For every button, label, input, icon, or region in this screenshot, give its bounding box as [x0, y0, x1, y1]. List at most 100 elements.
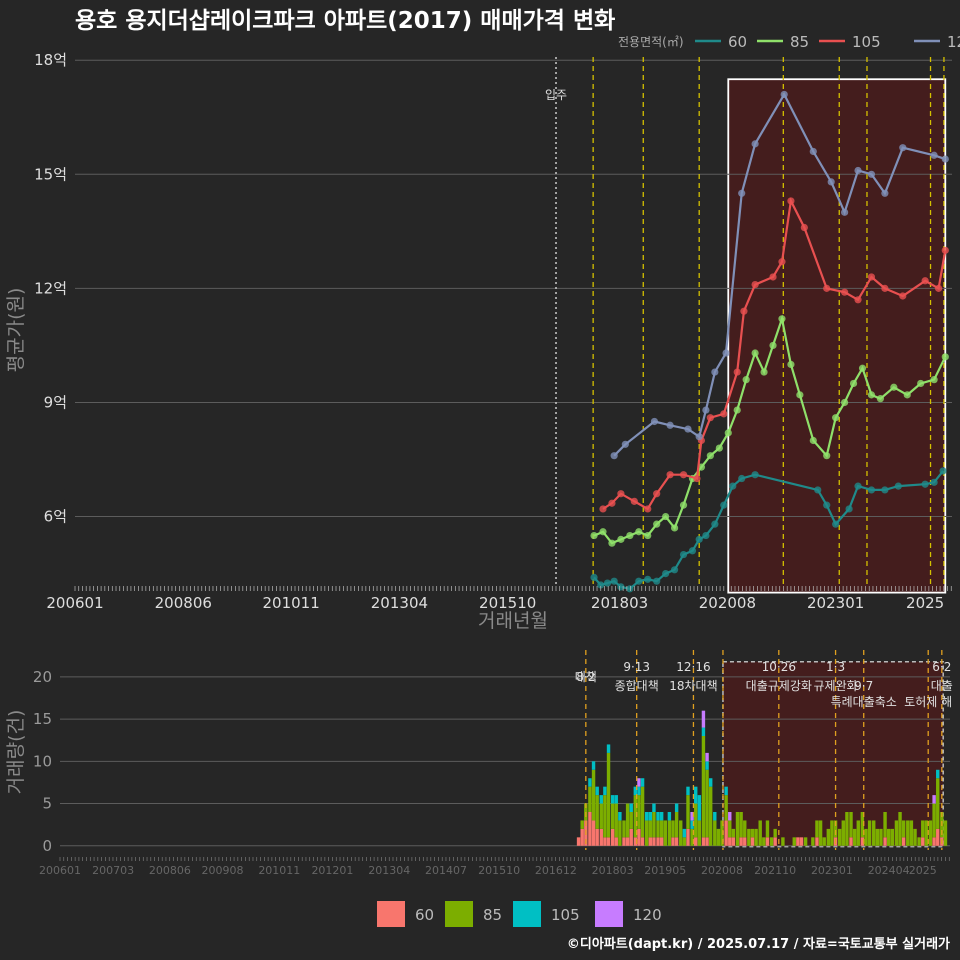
volume-bar-105 — [936, 769, 940, 779]
data-point-120 — [684, 425, 692, 433]
volume-bar-105 — [674, 803, 679, 812]
volume-bar-85 — [936, 778, 940, 829]
volume-bar-60 — [705, 837, 709, 846]
data-point-85 — [903, 391, 911, 399]
volume-bar-85 — [913, 828, 917, 846]
legend-bottom: 60 85 105 120 — [377, 901, 662, 927]
volume-bar-85 — [708, 786, 713, 846]
volume-bar-105 — [694, 786, 698, 804]
volume-bar-85 — [833, 820, 838, 838]
data-point-120 — [854, 166, 862, 175]
volume-bar-85 — [603, 795, 607, 838]
data-point-85 — [608, 539, 616, 547]
volume-bar-105 — [667, 812, 672, 821]
data-point-60 — [814, 486, 822, 494]
data-point-85 — [760, 368, 768, 376]
volume-bar-85 — [697, 820, 702, 846]
volume-bar-85 — [682, 837, 687, 846]
policy-date: 1·3 — [826, 660, 845, 674]
volume-bar-85 — [648, 820, 653, 838]
volume-bar-105 — [633, 786, 638, 796]
data-point-60 — [738, 474, 746, 483]
volume-bar-105 — [705, 761, 709, 770]
chart-title: 용호 용지더샵레이크파크 아파트(2017) 매매가격 변화 — [75, 8, 615, 34]
data-point-85 — [917, 379, 925, 388]
data-point-85 — [930, 376, 938, 384]
volume-bar-85 — [679, 820, 683, 846]
price-panel: 6억 9억 12억 15억 18억 입주 200601 200806 201011 20130… — [34, 51, 952, 612]
policy-date: 9·7 — [854, 679, 873, 693]
volume-bar-85 — [864, 828, 868, 846]
data-point-85 — [644, 531, 652, 540]
x-tick-label: 200601 — [46, 594, 103, 612]
volume-bar-60 — [614, 837, 618, 846]
legend-top: 전용면적(㎡) 60 85 105 120 — [618, 33, 960, 51]
volume-bar-85 — [883, 812, 887, 838]
data-point-85 — [787, 360, 795, 369]
x-tick-label: 2025 — [906, 594, 944, 612]
data-point-60 — [670, 566, 679, 574]
volume-bar-105 — [724, 786, 728, 796]
volume-bar-105 — [610, 795, 615, 804]
volume-x-tick-label: 200601 — [39, 864, 81, 877]
data-point-85 — [724, 429, 732, 437]
volume-bar-85 — [731, 828, 736, 838]
volume-bar-85 — [720, 820, 724, 846]
volume-bar-85 — [849, 812, 853, 838]
legend-bottom-label-60: 60 — [415, 906, 434, 924]
volume-bar-85 — [588, 786, 592, 812]
data-point-105 — [679, 471, 688, 479]
data-point-85 — [626, 531, 634, 540]
data-point-105 — [769, 273, 777, 281]
y-tick-label: 15억 — [34, 165, 67, 183]
volume-bar-60 — [625, 837, 630, 846]
volume-bar-105 — [686, 786, 690, 796]
volume-highlight-box — [722, 660, 944, 848]
volume-bar-85 — [830, 820, 834, 846]
volume-y-tick-label: 0 — [42, 837, 52, 855]
legend-bottom-label-120: 120 — [633, 906, 662, 924]
data-point-120 — [666, 421, 674, 429]
volume-x-tick-label: 200908 — [202, 864, 244, 877]
y-tick-label: 6억 — [44, 508, 67, 526]
legend-label-120: 120 — [947, 33, 960, 51]
volume-bar-105 — [614, 795, 618, 804]
data-point-60 — [930, 478, 938, 486]
volume-bar-85 — [633, 795, 638, 838]
policy-name: 18차대책 — [669, 678, 717, 693]
volume-bar-60 — [936, 828, 940, 846]
volume-bar-85 — [713, 820, 717, 846]
data-point-105 — [823, 284, 831, 292]
volume-bar-85 — [841, 820, 845, 846]
volume-bar-60 — [671, 837, 675, 846]
data-point-85 — [617, 535, 625, 543]
data-point-105 — [706, 414, 714, 422]
data-point-60 — [729, 482, 737, 490]
data-point-105 — [941, 246, 949, 254]
policy-date: 8·2 — [576, 670, 595, 684]
volume-bar-60 — [796, 837, 800, 846]
legend-bottom-label-85: 85 — [483, 906, 502, 924]
data-point-105 — [666, 471, 674, 479]
volume-bar-60 — [694, 837, 698, 846]
volume-bar-85 — [739, 812, 743, 838]
legend-title: 전용면적(㎡) — [618, 35, 684, 49]
volume-bar-60 — [659, 837, 664, 846]
volume-bar-85 — [894, 820, 899, 846]
volume-bar-60 — [595, 828, 599, 846]
volume-bar-85 — [735, 812, 740, 846]
data-point-120 — [827, 178, 835, 186]
data-point-60 — [603, 579, 612, 587]
volume-bar-85 — [943, 820, 948, 846]
volume-bar-85 — [803, 837, 808, 846]
volume-x-tick-label: 201905 — [644, 864, 686, 877]
data-point-105 — [653, 490, 661, 498]
volume-bar-60 — [674, 837, 679, 846]
data-point-105 — [608, 499, 616, 507]
volume-bar-60 — [576, 837, 581, 846]
volume-bar-85 — [747, 828, 751, 846]
volume-bar-60 — [629, 828, 633, 846]
x-axis-title: 거래년월 — [478, 610, 548, 632]
volume-bar-60 — [701, 837, 706, 846]
data-point-85 — [890, 383, 898, 391]
